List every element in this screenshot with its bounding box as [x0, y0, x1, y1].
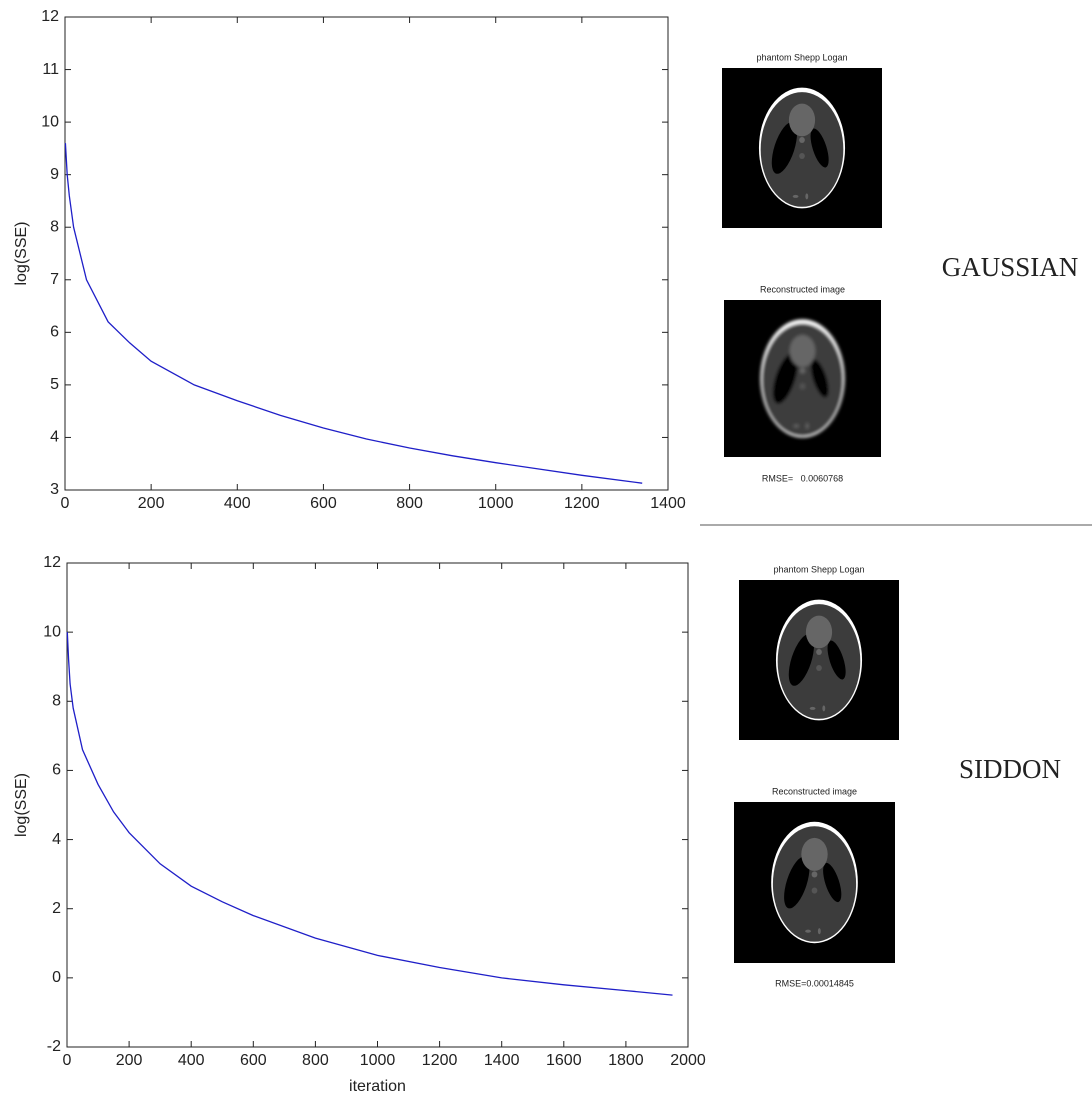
phantom-region: [818, 928, 821, 934]
y-tick-label: 12: [41, 8, 59, 25]
x-tick-label: 600: [310, 495, 337, 512]
x-tick-label: 0: [61, 495, 70, 512]
x-tick-label: 600: [240, 1052, 267, 1069]
phantom-image: [734, 802, 895, 963]
x-tick-label: 200: [116, 1052, 143, 1069]
y-tick-label: 10: [43, 623, 61, 640]
x-tick-label: 2000: [670, 1052, 706, 1069]
y-tick-label: 8: [52, 693, 61, 710]
y-tick-label: 3: [50, 481, 59, 498]
y-tick-label: 9: [50, 166, 59, 183]
y-tick-label: 8: [50, 218, 59, 235]
y-tick-label: -2: [47, 1038, 61, 1055]
x-tick-label: 400: [224, 495, 251, 512]
phantom: [776, 600, 862, 721]
phantom-region: [806, 616, 832, 649]
y-tick-label: 5: [50, 376, 59, 393]
phantom-image: [724, 300, 881, 457]
phantom-region: [800, 383, 806, 389]
phantom-region: [816, 665, 822, 671]
phantom-region: [789, 104, 815, 137]
phantom-region: [799, 137, 805, 143]
phantom-region: [793, 195, 799, 198]
phantom: [760, 319, 844, 437]
image-title: Reconstructed image: [772, 786, 857, 796]
phantom-region: [822, 705, 825, 711]
y-tick-label: 6: [50, 324, 59, 341]
x-tick-label: 1200: [422, 1052, 458, 1069]
phantom: [771, 822, 858, 943]
x-tick-label: 1800: [608, 1052, 644, 1069]
phantom-image: [722, 68, 882, 228]
x-tick-label: 1000: [360, 1052, 396, 1069]
phantom-region: [790, 335, 816, 367]
x-tick-label: 1400: [650, 495, 686, 512]
plot-area: [67, 563, 688, 1047]
page: 34567891011120200400600800100012001400lo…: [0, 0, 1092, 1099]
phantom-region: [805, 193, 808, 199]
x-tick-label: 0: [63, 1052, 72, 1069]
rmse-label: RMSE=0.00014845: [775, 978, 854, 988]
phantom-region: [793, 425, 799, 428]
y-tick-label: 0: [52, 969, 61, 986]
phantom-region: [812, 888, 818, 894]
phantom-region: [816, 649, 822, 655]
phantom-region: [806, 423, 809, 429]
y-tick-label: 7: [50, 271, 59, 288]
phantom-region: [812, 871, 818, 877]
x-tick-label: 1600: [546, 1052, 582, 1069]
y-tick-label: 6: [52, 762, 61, 779]
phantom-image: [739, 580, 899, 740]
x-tick-label: 1200: [564, 495, 600, 512]
image-title: Reconstructed image: [760, 284, 845, 294]
y-tick-label: 11: [42, 61, 59, 78]
method-label: SIDDON: [959, 754, 1061, 784]
method-label: GAUSSIAN: [942, 252, 1079, 282]
y-tick-label: 4: [50, 429, 59, 446]
phantom-region: [810, 707, 816, 710]
y-tick-label: 12: [43, 554, 61, 571]
x-tick-label: 800: [302, 1052, 329, 1069]
plot-area: [65, 17, 668, 490]
phantom-region: [800, 368, 806, 374]
x-tick-label: 400: [178, 1052, 205, 1069]
phantom-region: [801, 838, 827, 871]
y-axis-label: log(SSE): [13, 221, 30, 285]
image-title: phantom Shepp Logan: [773, 564, 864, 574]
y-axis-label: log(SSE): [13, 773, 30, 837]
y-tick-label: 4: [52, 831, 61, 848]
phantom: [759, 88, 845, 209]
x-tick-label: 1400: [484, 1052, 520, 1069]
x-tick-label: 1000: [478, 495, 514, 512]
x-tick-label: 200: [138, 495, 165, 512]
y-tick-label: 10: [41, 113, 59, 130]
phantom-region: [799, 153, 805, 159]
rmse-label: RMSE= 0.0060768: [762, 473, 843, 483]
phantom-region: [805, 930, 811, 933]
y-tick-label: 2: [52, 900, 61, 917]
x-axis-label: iteration: [349, 1078, 406, 1095]
image-title: phantom Shepp Logan: [756, 52, 847, 62]
x-tick-label: 800: [396, 495, 423, 512]
